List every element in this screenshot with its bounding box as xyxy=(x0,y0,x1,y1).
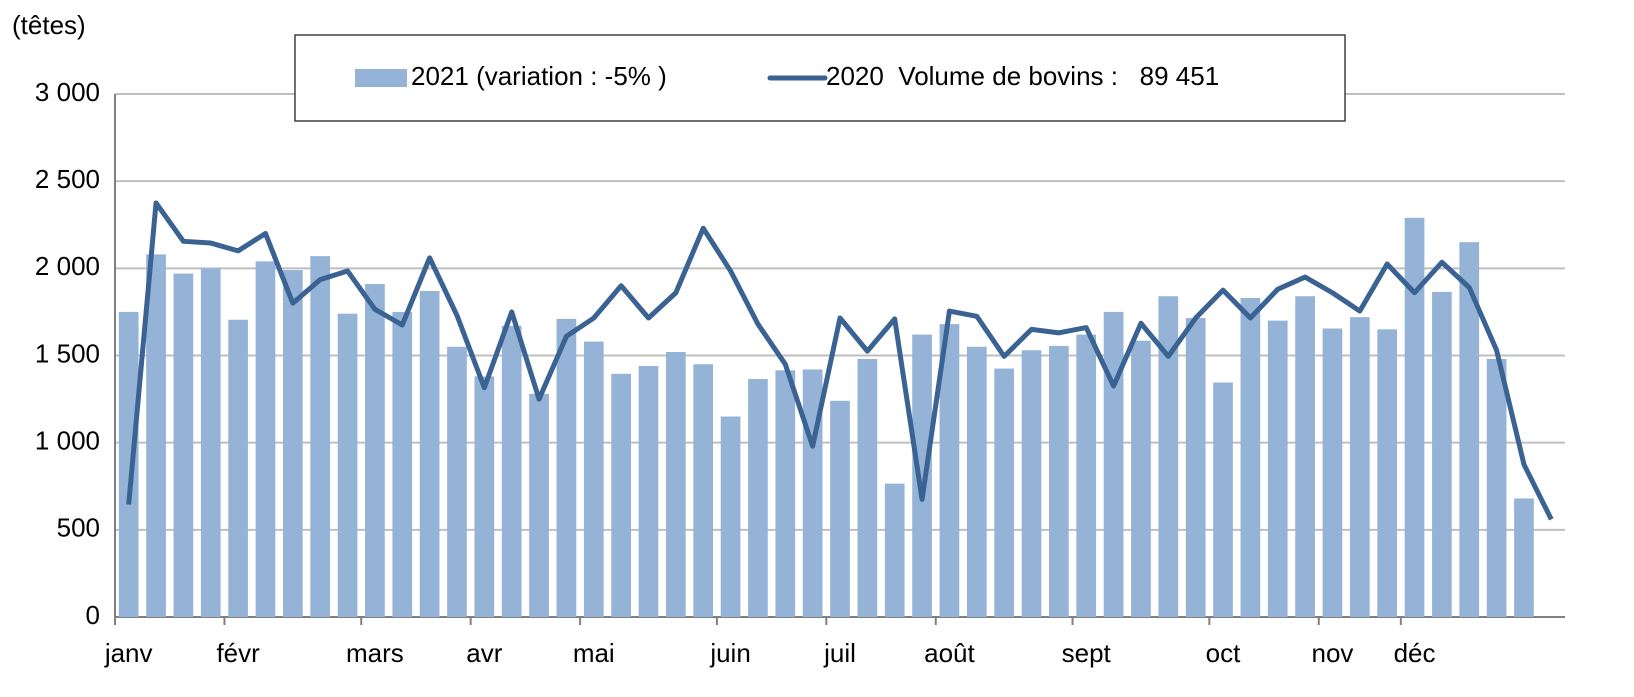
bar xyxy=(994,368,1014,617)
bar xyxy=(365,284,385,617)
bar xyxy=(1103,311,1124,617)
x-tick-label: oct xyxy=(1206,638,1241,668)
bar xyxy=(966,346,987,617)
legend-label: 2020 Volume de bovins : 89 451 xyxy=(826,61,1219,91)
bar xyxy=(1514,498,1534,617)
bar xyxy=(392,311,413,617)
x-tick-label: août xyxy=(924,638,975,668)
bar xyxy=(228,319,248,617)
y-axis-label: (têtes) xyxy=(12,10,86,40)
x-tick-label: avr xyxy=(466,638,502,668)
bar xyxy=(1076,334,1097,617)
plot xyxy=(118,200,1554,618)
bar xyxy=(666,352,686,617)
bar xyxy=(173,273,194,617)
bar xyxy=(1131,340,1151,617)
bar xyxy=(693,364,714,617)
bar xyxy=(1377,329,1398,617)
bar xyxy=(1486,358,1507,617)
bar xyxy=(1213,382,1233,617)
bar xyxy=(146,254,166,618)
x-tick-label: déc xyxy=(1394,638,1436,668)
bar xyxy=(118,311,139,617)
bar xyxy=(1404,217,1425,617)
bar xyxy=(529,393,549,617)
bar xyxy=(748,379,768,617)
bar xyxy=(1158,296,1179,617)
x-tick-label: juil xyxy=(823,638,856,668)
bar xyxy=(337,313,358,617)
bar xyxy=(474,376,495,617)
bar xyxy=(1295,296,1315,617)
x-tick-label: nov xyxy=(1311,638,1353,668)
legend-label: 2021 (variation : -5% ) xyxy=(411,61,667,91)
y-tick-label: 1 500 xyxy=(35,338,100,368)
bar xyxy=(638,365,659,617)
bar xyxy=(200,268,221,617)
y-tick-label: 500 xyxy=(57,513,100,543)
x-tick-label: févr xyxy=(216,638,260,668)
bar xyxy=(1432,291,1452,617)
bar xyxy=(1349,317,1370,617)
bar xyxy=(310,256,331,617)
x-tick-label: sept xyxy=(1062,638,1112,668)
bar xyxy=(1267,320,1288,617)
bar xyxy=(1459,242,1480,617)
bar xyxy=(1185,318,1206,617)
bar xyxy=(1049,345,1069,617)
bar xyxy=(1322,328,1343,617)
x-tick-label: janv xyxy=(104,638,153,668)
bar xyxy=(611,373,631,617)
x-tick-label: mai xyxy=(573,638,615,668)
bar xyxy=(419,290,440,617)
x-tick-label: juin xyxy=(709,638,750,668)
bar xyxy=(1240,297,1261,617)
bar xyxy=(282,270,303,617)
bar xyxy=(775,370,796,617)
bar xyxy=(556,318,577,617)
bar xyxy=(857,358,878,617)
bar xyxy=(1021,350,1042,617)
bar xyxy=(939,324,960,617)
bar xyxy=(583,341,604,617)
y-tick-label: 3 000 xyxy=(35,77,100,107)
y-tick-label: 2 000 xyxy=(35,251,100,281)
y-tick-label: 0 xyxy=(86,600,100,630)
bar xyxy=(830,400,850,617)
bar xyxy=(720,416,741,617)
bar xyxy=(255,261,276,617)
bar xyxy=(447,346,467,617)
line xyxy=(126,200,1554,521)
y-tick-label: 2 500 xyxy=(35,164,100,194)
bar xyxy=(912,334,932,617)
legend-swatch xyxy=(355,69,407,87)
y-tick-label: 1 000 xyxy=(35,426,100,456)
bar xyxy=(501,325,522,617)
x-tick-label: mars xyxy=(346,638,404,668)
bar xyxy=(884,483,905,617)
